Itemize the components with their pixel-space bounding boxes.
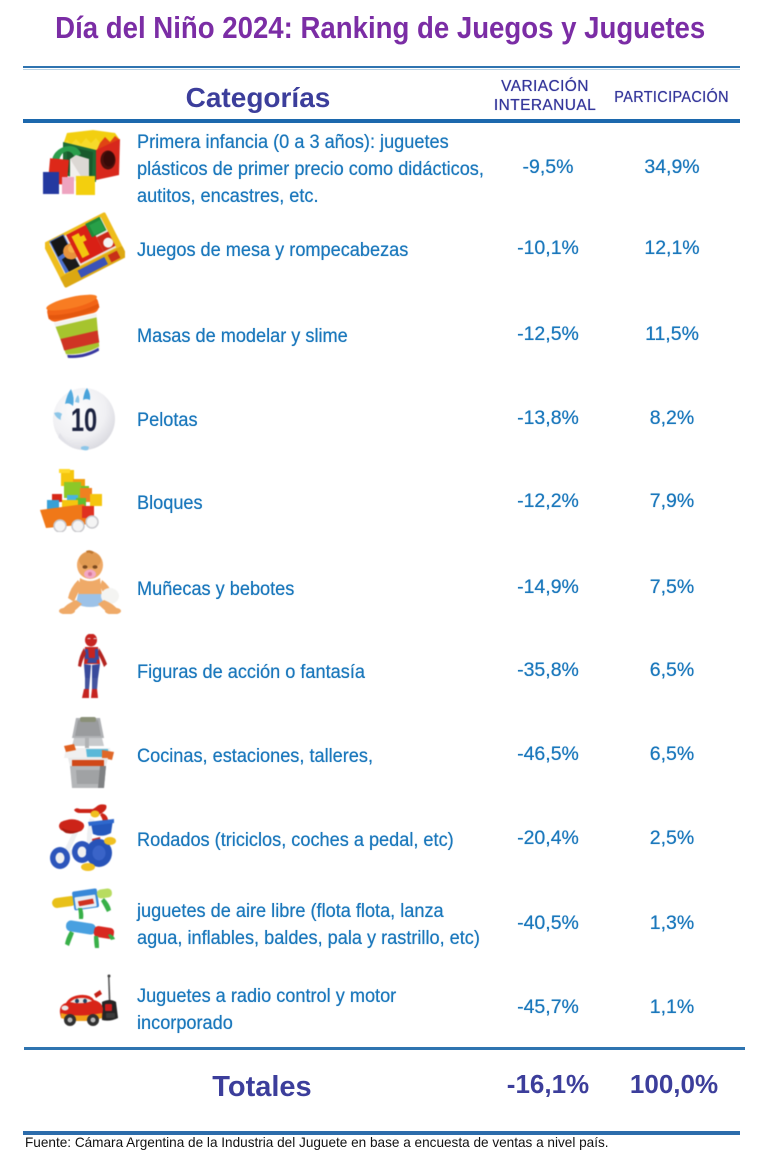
svg-text:10: 10 bbox=[71, 403, 97, 438]
